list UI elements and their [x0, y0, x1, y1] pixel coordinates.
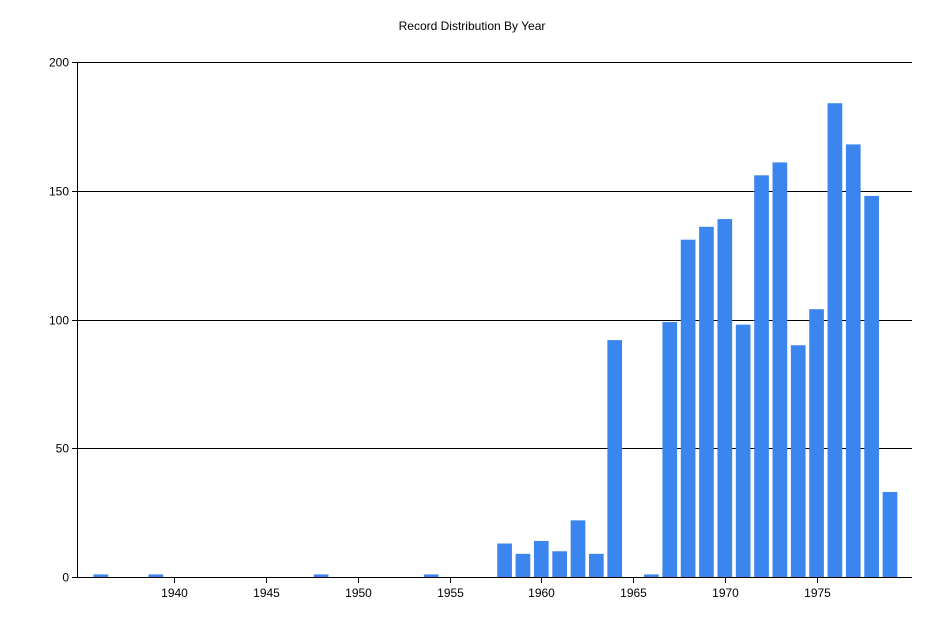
- bar-1975: [809, 309, 824, 577]
- bar-1974: [790, 345, 806, 577]
- bar-1936: [93, 574, 109, 577]
- y-tick-label-150: 150: [49, 185, 69, 199]
- x-tick-label-1955: 1955: [437, 586, 464, 600]
- x-tick-label-1960: 1960: [528, 586, 555, 600]
- x-tick-label-1970: 1970: [712, 586, 739, 600]
- bar-1972: [754, 175, 769, 578]
- bar-1960: [533, 540, 549, 577]
- bar-1954: [423, 574, 439, 577]
- bar-1979: [882, 492, 898, 577]
- y-axis-ticks: 0 50 100 150 200: [49, 56, 77, 585]
- chart-title: Record Distribution By Year: [399, 19, 546, 33]
- bar-1968: [680, 239, 696, 577]
- bar-1961: [552, 551, 567, 577]
- bar-1948: [313, 574, 329, 577]
- bar-1963: [589, 553, 604, 577]
- bar-1973: [772, 162, 788, 578]
- y-tick-label-50: 50: [56, 442, 70, 456]
- axes: [77, 62, 912, 578]
- bars: [93, 103, 898, 578]
- x-tick-label-1945: 1945: [253, 586, 280, 600]
- x-tick-label-1975: 1975: [804, 586, 831, 600]
- bar-1967: [662, 322, 678, 577]
- x-tick-label-1965: 1965: [620, 586, 647, 600]
- bar-1970: [717, 219, 733, 577]
- y-tick-label-0: 0: [62, 571, 69, 585]
- x-tick-label-1940: 1940: [161, 586, 188, 600]
- x-tick-label-1950: 1950: [345, 586, 372, 600]
- bar-1962: [570, 520, 586, 577]
- y-tick-label-200: 200: [49, 56, 69, 70]
- bar-1976: [827, 103, 843, 577]
- bar-1977: [845, 144, 861, 577]
- bar-1969: [699, 226, 714, 578]
- bar-1966: [644, 574, 659, 577]
- bar-1978: [864, 195, 879, 577]
- bar-1964: [607, 340, 623, 577]
- bar-1958: [497, 543, 512, 577]
- bar-1959: [515, 553, 531, 577]
- x-axis-ticks: 1940 1945 1950 1955 1960 1965 1970 1975: [161, 577, 831, 600]
- bar-1971: [735, 324, 751, 577]
- y-tick-label-100: 100: [49, 314, 69, 328]
- bar-1939: [148, 574, 164, 577]
